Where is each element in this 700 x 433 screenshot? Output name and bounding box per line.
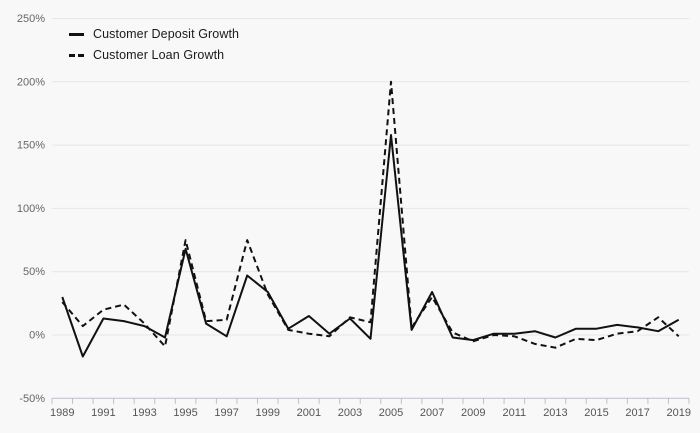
- x-tick-label: 2003: [338, 407, 362, 419]
- x-tick-label: 1995: [173, 407, 197, 419]
- x-tick-label: 1993: [132, 407, 156, 419]
- chart-legend: Customer Deposit Growth Customer Loan Gr…: [69, 27, 239, 62]
- y-tick-label: 200%: [17, 76, 45, 88]
- x-tick-label: 1989: [50, 407, 74, 419]
- customer-loan-growth-line: [61, 80, 680, 349]
- x-tick-label: 2009: [461, 407, 485, 419]
- y-tick-label: 250%: [17, 13, 45, 25]
- x-tick-label: 2005: [379, 407, 403, 419]
- legend-item-loan-growth: Customer Loan Growth: [69, 48, 239, 62]
- x-tick-label: 1997: [214, 407, 238, 419]
- legend-label-deposit-growth: Customer Deposit Growth: [93, 27, 240, 41]
- y-tick-label: 100%: [17, 203, 45, 215]
- x-tick-label: 2017: [625, 407, 649, 419]
- x-tick-label: 2019: [666, 407, 690, 419]
- customer-deposit-growth-line: [61, 134, 680, 358]
- legend-label-loan-growth: Customer Loan Growth: [93, 48, 225, 62]
- y-tick-label: 50%: [23, 266, 45, 278]
- x-tick-label: 2015: [584, 407, 608, 419]
- y-tick-label: 0%: [29, 330, 45, 342]
- dashed-line-swatch: [69, 53, 84, 57]
- y-tick-label: 150%: [17, 140, 45, 152]
- legend-item-deposit-growth: Customer Deposit Growth: [69, 27, 239, 41]
- x-tick-label: 2013: [543, 407, 567, 419]
- x-tick-label: 1999: [256, 407, 280, 419]
- y-tick-label: -50%: [19, 393, 45, 405]
- x-tick-label: 2007: [420, 407, 444, 419]
- solid-line-swatch: [69, 32, 84, 36]
- x-tick-label: 2001: [297, 407, 321, 419]
- x-tick-label: 2011: [503, 407, 527, 419]
- x-tick-label: 1991: [91, 407, 115, 419]
